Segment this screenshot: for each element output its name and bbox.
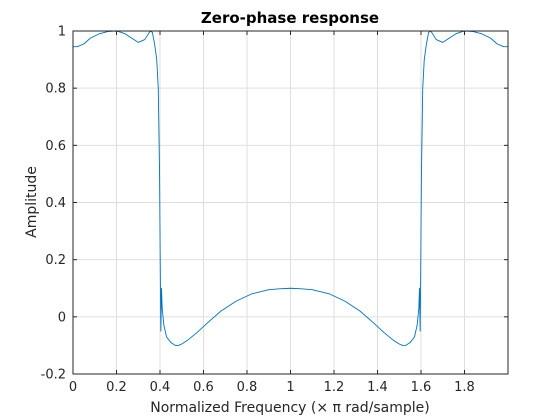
x-axis-label: Normalized Frequency (× π rad/sample) — [150, 400, 429, 416]
x-tick-label: 1.2 — [324, 380, 345, 395]
x-tick-label: 1.4 — [367, 380, 388, 395]
x-tick-label: 0 — [69, 380, 77, 395]
y-tick-label: 0.2 — [45, 253, 66, 268]
y-tick-label: -0.2 — [41, 368, 66, 383]
y-axis-label: Amplitude — [24, 166, 40, 238]
y-tick-label: 0.4 — [45, 196, 66, 211]
grid — [73, 31, 508, 374]
y-tick-label: 0.8 — [45, 82, 66, 97]
x-tick-label: 0.8 — [237, 380, 258, 395]
x-tick-label: 1.8 — [454, 380, 475, 395]
y-tick-label: 1 — [58, 25, 66, 40]
y-tick-label: 0 — [58, 310, 66, 325]
axis-ticks: 0 0.2 0.4 0.6 0.8 1 1.2 1.4 1.6 1.8-0.200.20.40.6… — [41, 25, 508, 395]
y-tick-label: 0.6 — [45, 139, 66, 154]
x-tick-label: 1 — [286, 380, 294, 395]
x-tick-label: 0.6 — [193, 380, 214, 395]
x-tick-label: 0.2 — [106, 380, 127, 395]
x-tick-label: 1.6 — [411, 380, 432, 395]
chart-title: Zero-phase response — [201, 9, 379, 27]
x-tick-label: 0.4 — [150, 380, 171, 395]
